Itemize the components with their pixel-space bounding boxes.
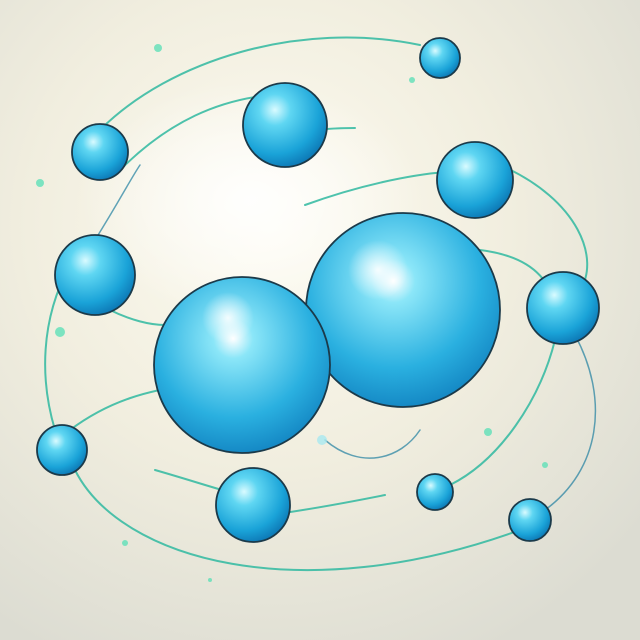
strand xyxy=(94,164,141,241)
sphere xyxy=(436,141,514,219)
particle xyxy=(154,44,162,52)
strand xyxy=(544,334,597,511)
sphere xyxy=(416,473,454,511)
highlight xyxy=(348,240,408,300)
particles xyxy=(36,44,548,582)
particle xyxy=(55,327,65,337)
strand xyxy=(449,339,556,486)
particle xyxy=(36,179,44,187)
sphere xyxy=(36,424,88,476)
sphere xyxy=(54,234,136,316)
sphere xyxy=(242,82,328,168)
strand xyxy=(74,469,521,572)
sphere xyxy=(526,271,600,345)
strand xyxy=(324,429,421,459)
sphere xyxy=(508,498,552,542)
particle xyxy=(208,578,212,582)
strand xyxy=(499,164,589,291)
large-sphere xyxy=(305,212,501,408)
particle xyxy=(542,462,548,468)
particle xyxy=(409,77,415,83)
strand xyxy=(304,171,446,206)
particle xyxy=(484,428,492,436)
particle xyxy=(122,540,128,546)
particle xyxy=(317,435,327,445)
sphere xyxy=(71,123,129,181)
strand xyxy=(109,309,166,326)
sphere xyxy=(215,467,291,543)
spheres xyxy=(36,37,600,543)
strand xyxy=(99,36,421,131)
sphere xyxy=(419,37,461,79)
highlight xyxy=(202,292,254,344)
large-sphere xyxy=(153,276,331,454)
